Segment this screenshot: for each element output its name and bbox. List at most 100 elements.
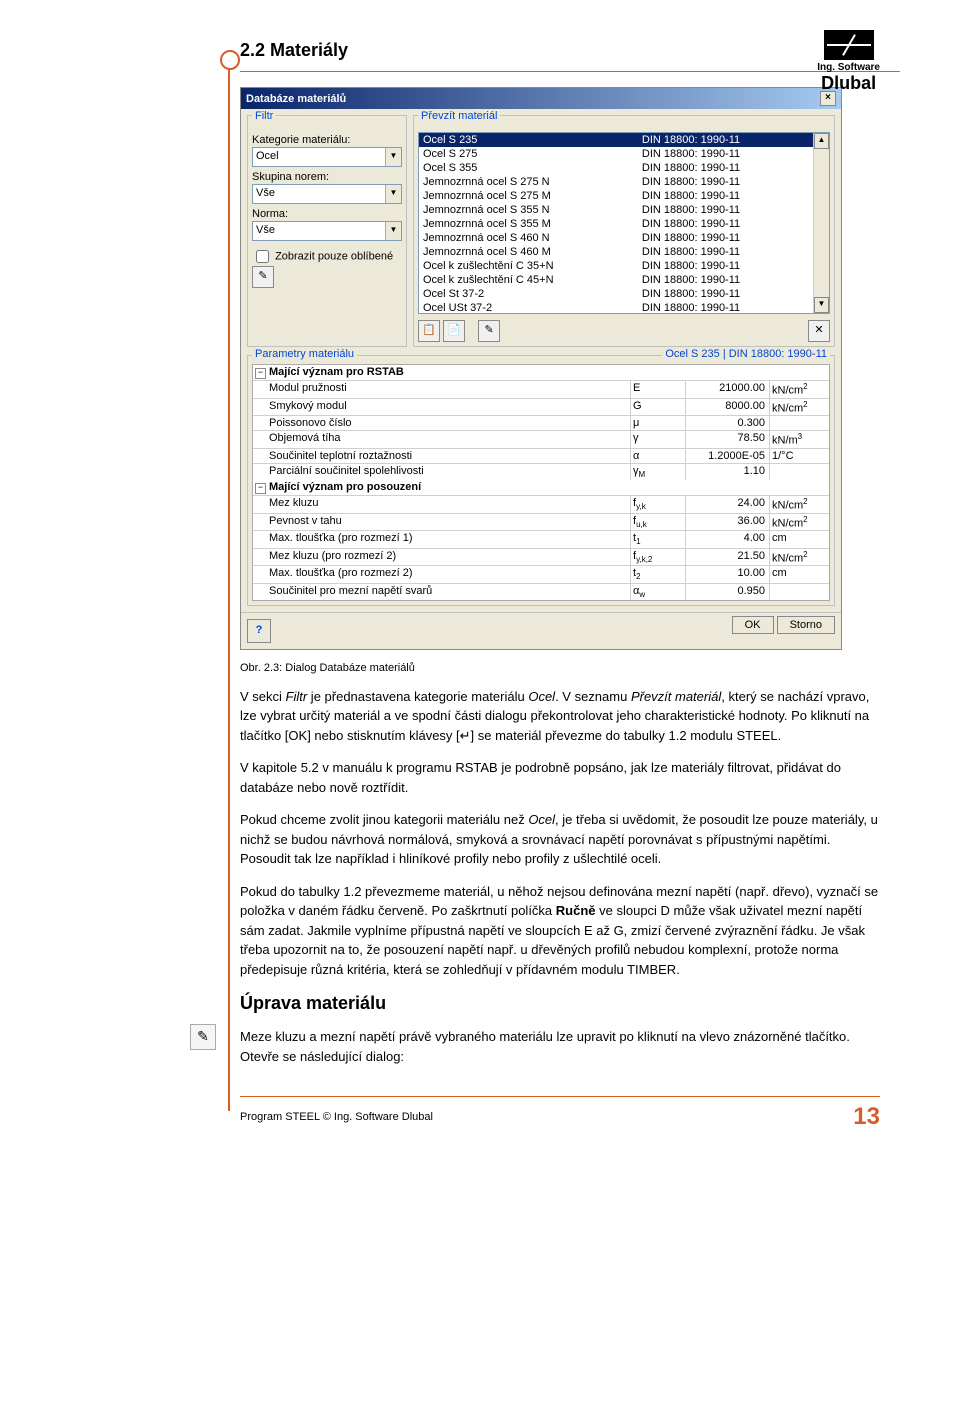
paragraph-1: V sekci Filtr je přednastavena kategorie…	[240, 687, 880, 746]
param-section-2[interactable]: −Mající význam pro posouzení	[253, 480, 829, 496]
param-unit	[769, 464, 829, 480]
ok-button[interactable]: OK	[732, 616, 774, 634]
dialog-titlebar: Databáze materiálů ×	[241, 88, 841, 109]
param-symbol: α	[630, 449, 685, 463]
norm-value: Vše	[253, 222, 385, 240]
param-name: Součinitel pro mezní napětí svarů	[253, 584, 630, 600]
param-row: Smykový modulG8000.00kN/cm2	[253, 399, 829, 417]
scroll-down-icon[interactable]: ▼	[814, 297, 829, 313]
material-list-item[interactable]: Ocel k zušlechtění C 35+N	[419, 259, 638, 273]
norm-group-combo[interactable]: Vše ▼	[252, 184, 402, 204]
param-unit: cm	[769, 531, 829, 547]
param-symbol: t1	[630, 531, 685, 547]
material-list-item[interactable]: Ocel St 37-2	[419, 287, 638, 301]
material-list-item[interactable]: Jemnozrnná ocel S 460 M	[419, 245, 638, 259]
param-name: Modul pružnosti	[253, 381, 630, 398]
category-value: Ocel	[253, 148, 385, 166]
param-section-1[interactable]: −Mající význam pro RSTAB	[253, 365, 829, 381]
material-list-item[interactable]: Ocel USt 37-2	[419, 301, 638, 314]
section-bullet	[220, 50, 240, 70]
param-row: Pevnost v tahufu,k36.00kN/cm2	[253, 514, 829, 532]
material-list-item[interactable]: Jemnozrnná ocel S 355 M	[419, 217, 638, 231]
category-label: Kategorie materiálu:	[252, 134, 402, 146]
logo-icon	[824, 30, 874, 60]
edit-material-icon[interactable]: ✎	[190, 1024, 216, 1050]
material-list-group: Převzít materiál Ocel S 235Ocel S 275Oce…	[413, 115, 835, 347]
param-value: 0.300	[685, 416, 769, 430]
collapse-icon: −	[255, 368, 266, 379]
param-row: Parciální součinitel spolehlivostiγM1.10	[253, 464, 829, 480]
material-list-item[interactable]: Jemnozrnná ocel S 355 N	[419, 203, 638, 217]
filter-group-label: Filtr	[252, 110, 276, 122]
param-name: Objemová tíha	[253, 431, 630, 448]
param-symbol: γ	[630, 431, 685, 448]
scroll-up-icon[interactable]: ▲	[814, 133, 829, 149]
params-label-left: Parametry materiálu	[252, 348, 357, 360]
scrollbar[interactable]: ▲ ▼	[813, 133, 829, 313]
material-list-item[interactable]: Jemnozrnná ocel S 275 M	[419, 189, 638, 203]
param-value: 1.2000E-05	[685, 449, 769, 463]
logo-text-1: Ing. Software	[817, 62, 880, 73]
help-button[interactable]: ?	[247, 619, 271, 643]
material-norm-item: DIN 18800: 1990-11	[638, 245, 813, 259]
param-value: 1.10	[685, 464, 769, 480]
param-row: Součinitel teplotní roztažnostiα1.2000E-…	[253, 449, 829, 464]
material-database-dialog: Databáze materiálů × Filtr Kategorie mat…	[240, 87, 842, 650]
toolbar-button-2[interactable]: 📄	[443, 320, 465, 342]
param-value: 21000.00	[685, 381, 769, 398]
material-norm-item: DIN 18800: 1990-11	[638, 287, 813, 301]
param-unit: kN/m3	[769, 431, 829, 448]
param-value: 8000.00	[685, 399, 769, 416]
material-norm-item: DIN 18800: 1990-11	[638, 203, 813, 217]
norm-label: Norma:	[252, 208, 402, 220]
page-number: 13	[853, 1103, 880, 1131]
cancel-button[interactable]: Storno	[777, 616, 835, 634]
param-symbol: αw	[630, 584, 685, 600]
param-name: Max. tloušťka (pro rozmezí 1)	[253, 531, 630, 547]
material-norm-item: DIN 18800: 1990-11	[638, 217, 813, 231]
header-rule	[240, 71, 900, 72]
param-unit: 1/°C	[769, 449, 829, 463]
param-unit: kN/cm2	[769, 381, 829, 398]
norm-combo[interactable]: Vše ▼	[252, 221, 402, 241]
material-list-item[interactable]: Jemnozrnná ocel S 275 N	[419, 175, 638, 189]
param-value: 10.00	[685, 566, 769, 582]
param-symbol: γM	[630, 464, 685, 480]
param-name: Max. tloušťka (pro rozmezí 2)	[253, 566, 630, 582]
material-list-item[interactable]: Jemnozrnná ocel S 460 N	[419, 231, 638, 245]
chevron-down-icon: ▼	[385, 222, 401, 240]
toolbar-button-delete[interactable]: ✕	[808, 320, 830, 342]
norm-group-value: Vše	[253, 185, 385, 203]
toolbar-button-1[interactable]: 📋	[418, 320, 440, 342]
paragraph-4: Pokud do tabulky 1.2 převezmeme materiál…	[240, 882, 880, 980]
paragraph-5: Meze kluzu a mezní napětí právě vybranéh…	[240, 1027, 880, 1066]
material-listbox[interactable]: Ocel S 235Ocel S 275Ocel S 355Jemnozrnná…	[418, 132, 830, 314]
norm-group-label: Skupina norem:	[252, 171, 402, 183]
param-symbol: μ	[630, 416, 685, 430]
param-row: Max. tloušťka (pro rozmezí 1)t14.00cm	[253, 531, 829, 548]
param-row: Modul pružnostiE21000.00kN/cm2	[253, 381, 829, 399]
category-combo[interactable]: Ocel ▼	[252, 147, 402, 167]
material-list-item[interactable]: Ocel k zušlechtění C 45+N	[419, 273, 638, 287]
param-value: 36.00	[685, 514, 769, 531]
param-name: Pevnost v tahu	[253, 514, 630, 531]
toolbar-button-3[interactable]: ✎	[478, 320, 500, 342]
chevron-down-icon: ▼	[385, 148, 401, 166]
param-name: Součinitel teplotní roztažnosti	[253, 449, 630, 463]
material-norm-item: DIN 18800: 1990-11	[638, 231, 813, 245]
material-norm-item: DIN 18800: 1990-11	[638, 301, 813, 314]
param-unit: kN/cm2	[769, 399, 829, 416]
material-list-item[interactable]: Ocel S 355	[419, 161, 638, 175]
params-label-right: Ocel S 235 | DIN 18800: 1990-11	[662, 348, 830, 360]
brand-logo: Ing. Software Dlubal	[817, 30, 880, 94]
favorites-edit-icon[interactable]: ✎	[252, 266, 274, 288]
subsection-heading: Úprava materiálu	[240, 993, 880, 1014]
material-list-item[interactable]: Ocel S 235	[419, 133, 638, 147]
param-row: Objemová tíhaγ78.50kN/m3	[253, 431, 829, 449]
show-favorites-checkbox[interactable]	[256, 250, 269, 263]
material-norm-item: DIN 18800: 1990-11	[638, 133, 813, 147]
param-name: Smykový modul	[253, 399, 630, 416]
param-row: Max. tloušťka (pro rozmezí 2)t210.00cm	[253, 566, 829, 583]
material-list-item[interactable]: Ocel S 275	[419, 147, 638, 161]
param-value: 78.50	[685, 431, 769, 448]
